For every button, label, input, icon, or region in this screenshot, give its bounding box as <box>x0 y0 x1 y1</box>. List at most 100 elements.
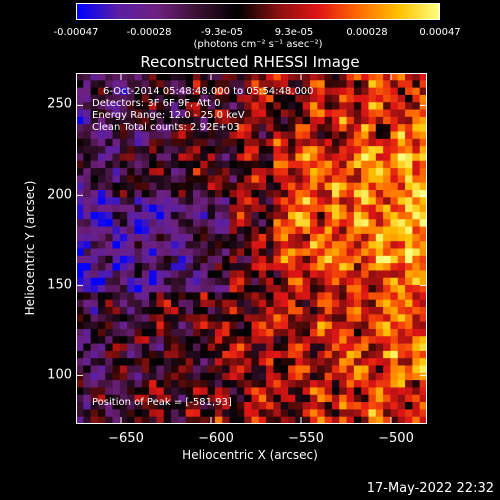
heatmap-cell <box>317 87 326 96</box>
heatmap-cell <box>419 138 427 147</box>
heatmap-cell <box>200 146 209 155</box>
heatmap-cell <box>251 263 260 272</box>
heatmap-cell <box>214 160 223 169</box>
heatmap-cell <box>171 358 179 367</box>
heatmap-cell <box>412 197 421 206</box>
heatmap-cell <box>375 343 384 352</box>
heatmap-cell <box>331 343 340 352</box>
heatmap-cell <box>310 358 318 367</box>
heatmap-cell <box>258 80 267 89</box>
heatmap-cell <box>112 175 121 184</box>
heatmap-cell <box>390 124 399 133</box>
heatmap-cell <box>236 116 245 125</box>
heatmap-cell <box>412 241 421 250</box>
heatmap-cell <box>317 131 326 140</box>
heatmap-cell <box>149 416 158 424</box>
heatmap-cell <box>258 204 267 213</box>
heatmap-cell <box>178 146 187 155</box>
heatmap-cell <box>112 292 121 301</box>
heatmap-cell <box>214 102 223 111</box>
heatmap-cell <box>368 409 377 418</box>
heatmap-cell <box>405 321 413 330</box>
heatmap-cell <box>90 358 99 367</box>
heatmap-cell <box>346 365 355 374</box>
heatmap-cell <box>383 204 392 213</box>
heatmap-cell <box>134 124 143 133</box>
heatmap-cell <box>156 182 165 191</box>
heatmap-cell <box>83 197 92 206</box>
heatmap-cell <box>134 102 143 111</box>
heatmap-cell <box>383 182 392 191</box>
heatmap-cell <box>361 336 370 345</box>
heatmap-cell <box>383 307 392 315</box>
heatmap-cell <box>171 248 179 257</box>
heatmap-cell <box>76 124 84 133</box>
heatmap-cell <box>361 409 370 418</box>
heatmap-cell <box>229 314 238 323</box>
heatmap-cell <box>383 343 392 352</box>
heatmap-cell <box>134 226 143 235</box>
heatmap-cell <box>127 102 136 111</box>
heatmap-cell <box>112 350 121 359</box>
heatmap-cell <box>405 358 413 367</box>
heatmap-cell <box>119 255 128 264</box>
detectors-line: Detectors: 3F 6F 9F, Att 0 <box>92 98 221 109</box>
heatmap-cell <box>368 394 377 403</box>
heatmap-cell <box>127 292 136 301</box>
heatmap-cell <box>266 307 275 315</box>
heatmap-cell <box>83 350 92 359</box>
heatmap-cell <box>419 358 427 367</box>
heatmap-cell <box>112 182 121 191</box>
heatmap-cell <box>419 321 427 330</box>
heatmap-cell <box>412 219 421 228</box>
heatmap-cell <box>244 270 253 279</box>
heatmap-cell <box>331 94 340 103</box>
heatmap-cell <box>76 372 84 381</box>
heatmap-cell <box>331 380 340 389</box>
heatmap-cell <box>236 182 245 191</box>
heatmap-cell <box>149 409 158 418</box>
heatmap-cell <box>412 204 421 213</box>
heatmap-cell <box>353 131 362 140</box>
heatmap-cell <box>353 138 362 147</box>
heatmap-cell <box>361 241 370 250</box>
heatmap-cell <box>280 102 289 111</box>
heatmap-cell <box>200 263 209 272</box>
heatmap-cell <box>200 182 209 191</box>
heatmap-cell <box>76 336 84 345</box>
heatmap-cell <box>383 314 392 323</box>
heatmap-cell <box>346 233 355 242</box>
heatmap-cell <box>317 255 326 264</box>
heatmap-cell <box>112 380 121 389</box>
y-tick-label: 200 <box>47 187 72 203</box>
heatmap-cell <box>324 248 333 257</box>
heatmap-cell <box>302 285 311 293</box>
heatmap-cell <box>419 116 427 125</box>
heatmap-cell <box>390 160 399 169</box>
heatmap-cell <box>353 263 362 272</box>
heatmap-cell <box>302 277 311 286</box>
heatmap-cell <box>134 292 143 301</box>
heatmap-cell <box>200 336 209 345</box>
heatmap-cell <box>207 80 216 89</box>
heatmap-cell <box>280 292 289 301</box>
heatmap-cell <box>288 343 296 352</box>
heatmap-cell <box>331 321 340 330</box>
heatmap-cell <box>317 358 326 367</box>
heatmap-cell <box>149 314 158 323</box>
heatmap-cell <box>273 255 282 264</box>
heatmap-cell <box>244 328 253 337</box>
heatmap-cell <box>397 365 406 374</box>
heatmap-cell <box>119 416 128 424</box>
heatmap-cell <box>339 182 348 191</box>
heatmap-cell <box>141 350 150 359</box>
heatmap-cell <box>353 175 362 184</box>
heatmap-cell <box>97 248 106 257</box>
heatmap-cell <box>178 241 187 250</box>
heatmap-cell <box>295 270 304 279</box>
heatmap-cell <box>383 365 392 374</box>
heatmap-cell <box>324 102 333 111</box>
heatmap-cell <box>324 416 333 424</box>
heatmap-cell <box>368 321 377 330</box>
heatmap-cell <box>339 336 348 345</box>
